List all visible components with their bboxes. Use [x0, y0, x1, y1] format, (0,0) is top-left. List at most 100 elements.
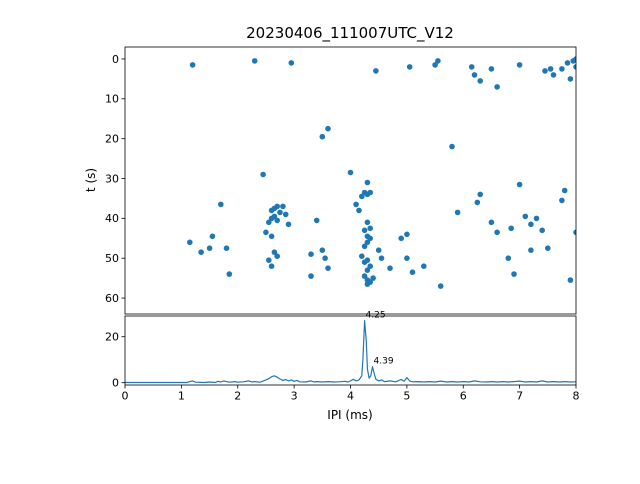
- scatter-point: [437, 283, 444, 289]
- scatter-point: [488, 219, 495, 226]
- x-tick-label: 8: [573, 390, 580, 403]
- scatter-point: [477, 78, 484, 84]
- scatter-point: [223, 245, 230, 251]
- y-axis-label: t (s): [84, 168, 98, 192]
- scatter-point: [347, 169, 354, 176]
- plot-area: [125, 320, 576, 384]
- scatter-point: [522, 213, 529, 220]
- scatter-point: [226, 271, 233, 277]
- y-tick-label: 10: [105, 93, 119, 106]
- scatter-point: [198, 249, 204, 255]
- y-tick-label: 0: [112, 53, 119, 66]
- scatter-point: [364, 257, 371, 264]
- scatter-point: [494, 84, 500, 90]
- scatter-point: [367, 225, 374, 232]
- axes-frame: [124, 315, 577, 386]
- scatter-point: [567, 277, 574, 283]
- scatter-point: [539, 227, 545, 234]
- scatter-point: [189, 62, 196, 68]
- scatter-point: [573, 64, 576, 70]
- scatter-point: [319, 133, 326, 140]
- scatter-point: [367, 263, 374, 270]
- scatter-point: [471, 72, 478, 78]
- x-tick-label: 3: [291, 390, 298, 403]
- scatter-point: [187, 239, 193, 246]
- scatter-point: [218, 201, 224, 208]
- scatter-point: [361, 227, 368, 234]
- scatter-point: [288, 60, 295, 66]
- x-tick-label: 4: [347, 390, 354, 403]
- scatter-point: [271, 249, 278, 255]
- scatter-point: [325, 265, 331, 272]
- scatter-point: [542, 68, 548, 74]
- x-axis-label: IPI (ms): [327, 408, 372, 422]
- scatter-point: [564, 60, 571, 66]
- scatter-point: [361, 273, 368, 279]
- scatter-point: [505, 255, 512, 261]
- scatter-point: [274, 253, 281, 259]
- scatter-point: [533, 215, 540, 222]
- scatter-point: [373, 68, 379, 74]
- scatter-point: [559, 197, 565, 204]
- scatter-point: [432, 62, 438, 68]
- scatter-point: [567, 76, 574, 82]
- scatter-axes: 0 10 20 30 40 50 60: [105, 46, 577, 315]
- scatter-point: [308, 273, 314, 279]
- scatter-point: [361, 243, 368, 250]
- scatter-point: [313, 217, 320, 224]
- scatter-point: [474, 199, 481, 206]
- y-tick-label: 0: [112, 377, 119, 390]
- scatter-point: [268, 233, 275, 240]
- y-tick-label: 20: [105, 331, 119, 344]
- scatter-point: [260, 171, 266, 178]
- scatter-point: [559, 66, 565, 72]
- scatter-point: [378, 255, 385, 261]
- scatter-point: [573, 229, 576, 236]
- scatter-point: [404, 255, 410, 261]
- scatter-point: [545, 245, 551, 251]
- scatter-point: [277, 209, 283, 216]
- scatter-point: [266, 219, 272, 226]
- peak-annotation: 4.39: [374, 357, 394, 367]
- scatter-point: [280, 203, 286, 210]
- scatter-point: [409, 269, 416, 276]
- scatter-point: [274, 203, 281, 210]
- scatter-point: [206, 245, 213, 251]
- scatter-point: [319, 247, 326, 253]
- y-tick-label: 30: [105, 172, 119, 185]
- axes-frame: [124, 46, 577, 315]
- scatter-point: [494, 229, 500, 236]
- scatter-point: [359, 193, 365, 200]
- scatter-point: [282, 211, 289, 218]
- x-tick-label: 5: [403, 390, 410, 403]
- scatter-point: [367, 189, 374, 196]
- y-tick-label: 60: [105, 292, 119, 305]
- scatter-point: [435, 58, 441, 64]
- scatter-point: [209, 233, 216, 240]
- scatter-point: [353, 201, 359, 208]
- scatter-point: [364, 179, 371, 186]
- scatter-point: [468, 64, 475, 70]
- scatter-point: [375, 247, 382, 253]
- histogram-line: [125, 320, 576, 384]
- scatter-point: [449, 143, 455, 150]
- scatter-point: [308, 251, 314, 257]
- scatter-point: [508, 225, 514, 232]
- scatter-point: [561, 187, 568, 194]
- scatter-point: [268, 263, 275, 270]
- scatter-point: [251, 58, 258, 64]
- scatter-point: [387, 265, 393, 272]
- scatter-point: [573, 56, 576, 62]
- scatter-point: [367, 235, 374, 242]
- scatter-point: [325, 125, 331, 132]
- scatter-point: [547, 66, 554, 72]
- scatter-point: [274, 217, 281, 224]
- y-tick-label: 20: [105, 132, 119, 145]
- scatter-point: [488, 66, 495, 72]
- scatter-point: [477, 191, 484, 198]
- scatter-point: [364, 239, 371, 246]
- x-tick-label: 2: [234, 390, 241, 403]
